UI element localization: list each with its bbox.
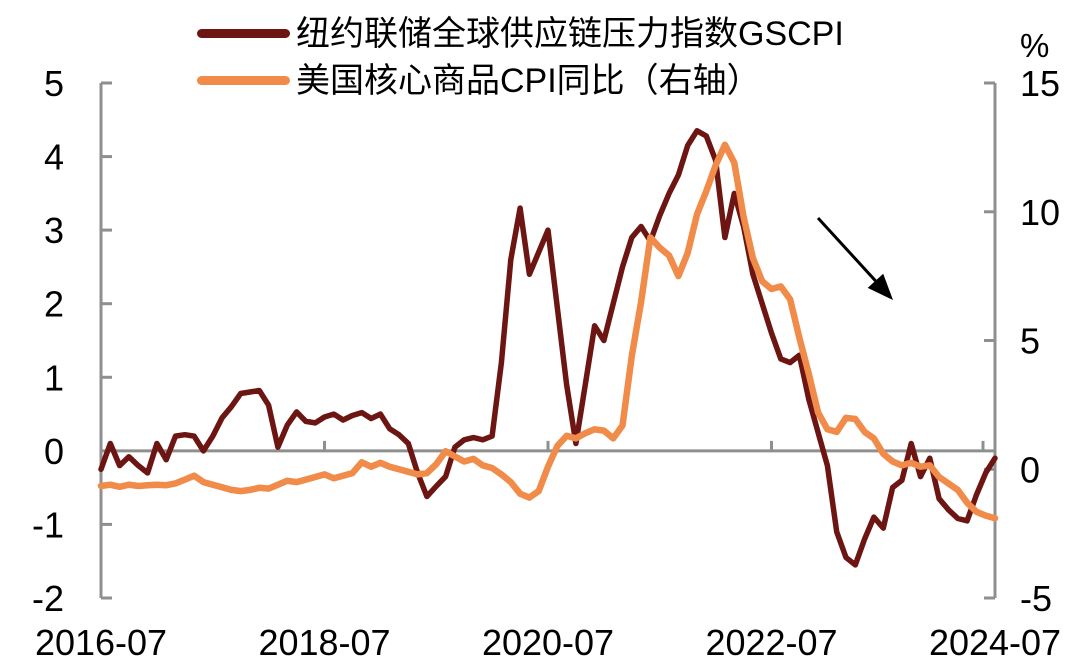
trend-arrow-shaft — [816, 216, 877, 282]
legend: 纽约联储全球供应链压力指数GSCPI 美国核心商品CPI同比（右轴） — [197, 10, 844, 104]
right-axis-unit-label: % — [1020, 27, 1049, 64]
y-axis-left-label: 1 — [44, 357, 64, 398]
y-axis-right-label: 10 — [1020, 192, 1060, 233]
series-line-1 — [97, 141, 999, 522]
legend-line-swatch-core-cpi — [197, 76, 290, 85]
legend-line-swatch-gscpi — [197, 29, 290, 38]
y-axis-right-label: 0 — [1020, 449, 1040, 490]
y-axis-left-label: 2 — [44, 284, 64, 325]
legend-label-core-cpi: 美国核心商品CPI同比（右轴） — [296, 61, 761, 100]
x-axis-label: 2020-07 — [482, 622, 614, 663]
y-axis-right-label: 5 — [1020, 321, 1040, 362]
y-axis-left-label: 0 — [44, 431, 64, 472]
x-axis-label: 2016-07 — [35, 622, 167, 663]
x-axis-label: 2022-07 — [705, 622, 837, 663]
y-axis-left-label: 4 — [44, 137, 64, 178]
y-axis-right-label: -5 — [1020, 578, 1052, 619]
y-axis-right-label: 15 — [1020, 63, 1060, 104]
y-axis-left-label: -2 — [32, 578, 64, 619]
trend-arrow-head — [867, 273, 893, 300]
x-axis-label: 2024-07 — [929, 622, 1061, 663]
legend-item-core-cpi: 美国核心商品CPI同比（右轴） — [197, 57, 844, 104]
x-axis-label: 2018-07 — [258, 622, 390, 663]
legend-item-gscpi: 纽约联储全球供应链压力指数GSCPI — [197, 10, 844, 57]
legend-label-gscpi: 纽约联储全球供应链压力指数GSCPI — [296, 14, 844, 53]
y-axis-left-label: -1 — [32, 504, 64, 545]
y-axis-left-label: 3 — [44, 210, 64, 251]
series-line-0 — [98, 128, 998, 568]
y-axis-left-label: 5 — [44, 63, 64, 104]
